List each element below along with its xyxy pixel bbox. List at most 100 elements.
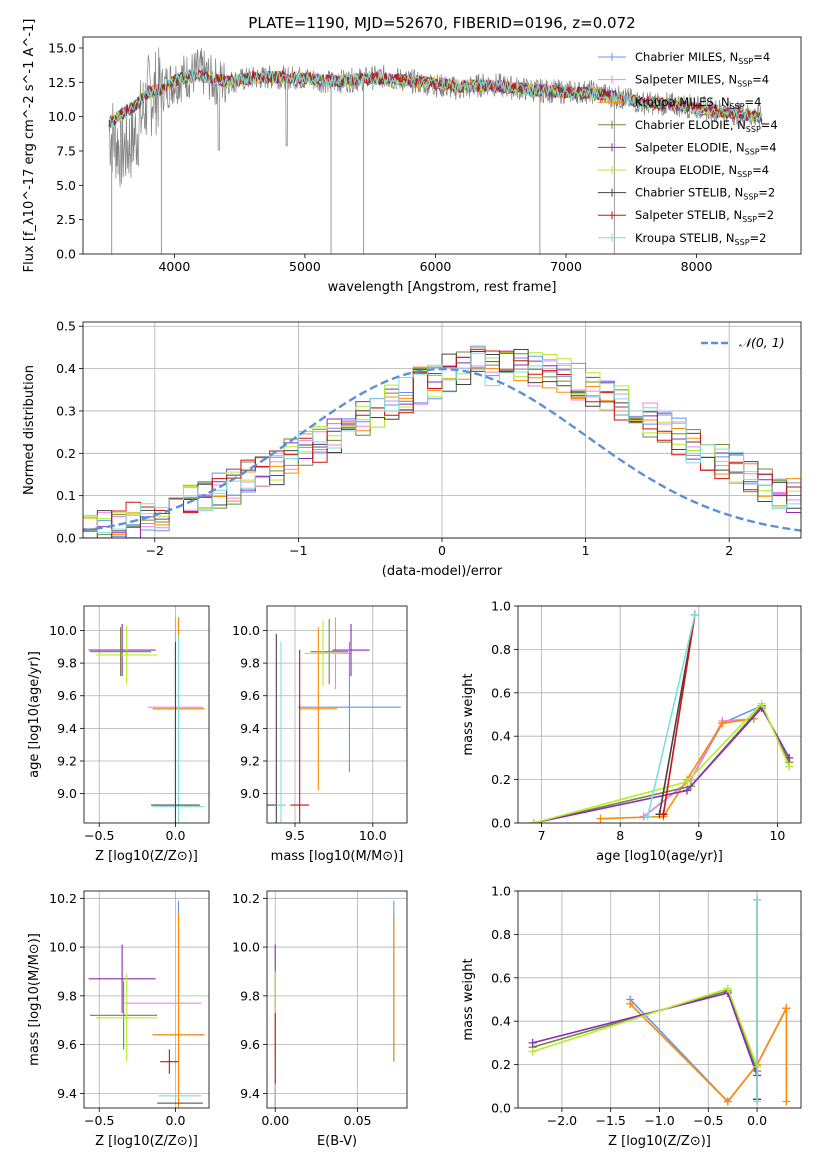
legend-label: Salpeter MILES, NSSP=4	[635, 73, 769, 89]
y-tick-label: 9.0	[57, 786, 77, 801]
y-tick-label: 9.4	[240, 1086, 260, 1101]
x-tick-label: −1.0	[644, 1113, 674, 1128]
model-fit-line	[108, 69, 763, 128]
series-line	[646, 614, 696, 817]
data-point	[723, 984, 732, 993]
legend: Chabrier MILES, NSSP=4 Salpeter MILES, NS…	[598, 50, 778, 247]
plot-area	[529, 610, 794, 823]
x-tick-label: 0	[438, 543, 446, 558]
x-tick-label: 0.00	[261, 1113, 289, 1128]
legend-label: Chabrier ELODIE, NSSP=4	[635, 118, 778, 134]
axes-frame	[517, 605, 802, 824]
x-tick-label: 6000	[420, 259, 452, 274]
y-tick-label: 0.4	[491, 1014, 511, 1029]
x-tick-label: 10.0	[359, 828, 387, 843]
axes-frame	[517, 890, 802, 1109]
y-tick-label: 0.1	[56, 488, 76, 503]
x-tick-label: −0.5	[693, 1113, 723, 1128]
series-line	[533, 706, 790, 823]
legend-label: Kroupa ELODIE, NSSP=4	[635, 163, 769, 179]
y-tick-label: 0.2	[491, 1057, 511, 1072]
y-tick-label: 10.2	[232, 891, 260, 906]
histogram-step	[83, 352, 801, 534]
x-axis-label: Z [log10(Z/Z⊙)]	[608, 1134, 711, 1149]
y-axis-label: mass weight	[461, 673, 476, 755]
series-line	[533, 702, 790, 823]
model-fit-line	[108, 68, 762, 126]
x-tick-label: 2	[725, 543, 733, 558]
data-point	[723, 1097, 732, 1106]
plot-area	[528, 895, 791, 1106]
y-tick-label: 0.8	[491, 927, 511, 942]
y-tick-label: 10.0	[49, 623, 77, 638]
y-tick-label: 9.6	[240, 688, 260, 703]
legend-label: Salpeter STELIB, NSSP=2	[635, 208, 774, 224]
chart-spectrum: 4000 5000 6000 7000 8000 0.0 2.5 5.0 7.5 10.0 12.5…	[22, 14, 802, 295]
y-tick-label: 0.3	[56, 403, 76, 418]
x-tick-label: 0.05	[344, 1113, 372, 1128]
data-point	[643, 812, 652, 821]
chart-massweight-vs-Z: −2.0 −1.5 −1.0 −0.5 0.0 0.0 0.2 0.4 0.6 0.8 1.0 Z […	[461, 884, 802, 1149]
legend-label: Chabrier STELIB, NSSP=2	[635, 186, 775, 202]
y-axis-label: age [log10(age/yr)]	[27, 651, 42, 778]
data-point	[690, 610, 699, 619]
data-point	[753, 895, 762, 904]
x-tick-label: 4000	[158, 259, 190, 274]
data-point	[782, 1097, 791, 1106]
y-tick-label: 0.4	[56, 361, 76, 376]
data-point	[528, 1038, 537, 1047]
data-point	[528, 1047, 537, 1056]
legend-label: Salpeter ELODIE, NSSP=4	[635, 140, 777, 156]
data-point	[596, 814, 605, 823]
legend: 𝒩(0, 1)	[701, 335, 785, 350]
series-line	[532, 992, 758, 1076]
y-tick-label: 0.0	[491, 1101, 511, 1116]
x-tick-label: 0.0	[166, 828, 186, 843]
data-point	[785, 753, 794, 762]
y-axis-label: mass weight	[461, 958, 476, 1040]
histogram-step	[83, 348, 801, 532]
series-line	[643, 718, 754, 818]
plot-area	[88, 617, 205, 823]
chart-massweight-vs-age: 7 8 9 10 0.0 0.2 0.4 0.6 0.8 1.0 age [log10(age/yr…	[461, 599, 802, 864]
data-point	[782, 1004, 791, 1013]
legend-label: 𝒩(0, 1)	[739, 335, 785, 350]
x-tick-label: 7000	[550, 259, 582, 274]
axes-frame	[83, 890, 210, 1109]
x-tick-label: 10	[769, 828, 785, 843]
y-tick-label: 2.5	[56, 212, 76, 227]
axes-frame	[266, 890, 408, 1109]
y-tick-label: 1.0	[491, 884, 511, 899]
y-axis-label: Normed distribution	[22, 365, 37, 495]
y-tick-label: 9.2	[57, 754, 77, 769]
y-tick-label: 10.0	[232, 623, 260, 638]
x-tick-label: 7	[538, 828, 546, 843]
x-tick-label: −1.5	[596, 1113, 626, 1128]
y-tick-label: 10.0	[49, 940, 77, 955]
legend-label: Chabrier MILES, NSSP=4	[635, 50, 770, 66]
y-tick-label: 10.2	[49, 891, 77, 906]
y-tick-label: 0.0	[56, 247, 76, 262]
x-axis-label: mass [log10(M/M⊙)]	[271, 849, 404, 864]
y-tick-label: 12.5	[48, 75, 76, 90]
y-tick-label: 0.2	[491, 772, 511, 787]
data-point	[683, 786, 692, 795]
legend-label: Kroupa MILES, NSSP=4	[635, 95, 761, 111]
y-tick-label: 9.8	[240, 656, 260, 671]
data-point	[753, 1097, 762, 1106]
x-axis-label: Z [log10(Z/Z⊙)]	[95, 1134, 198, 1149]
y-tick-label: 15.0	[48, 40, 76, 55]
y-tick-label: 7.5	[56, 143, 76, 158]
x-axis-label: age [log10(age/yr)]	[596, 849, 723, 864]
axes-frame	[266, 605, 408, 824]
y-tick-label: 0.0	[491, 816, 511, 831]
x-axis-label: E(B-V)	[317, 1134, 357, 1149]
y-tick-label: 5.0	[56, 178, 76, 193]
y-tick-label: 9.0	[240, 786, 260, 801]
y-axis-label: mass [log10(M/M⊙)]	[27, 933, 42, 1066]
data-point	[529, 819, 538, 823]
x-tick-label: 1	[582, 543, 590, 558]
x-tick-label: −2.0	[547, 1113, 577, 1128]
chart-residuals: −2 −1 0 1 2 0.0 0.1 0.2 0.3 0.4 0.5 (data-model)/er…	[22, 319, 802, 579]
